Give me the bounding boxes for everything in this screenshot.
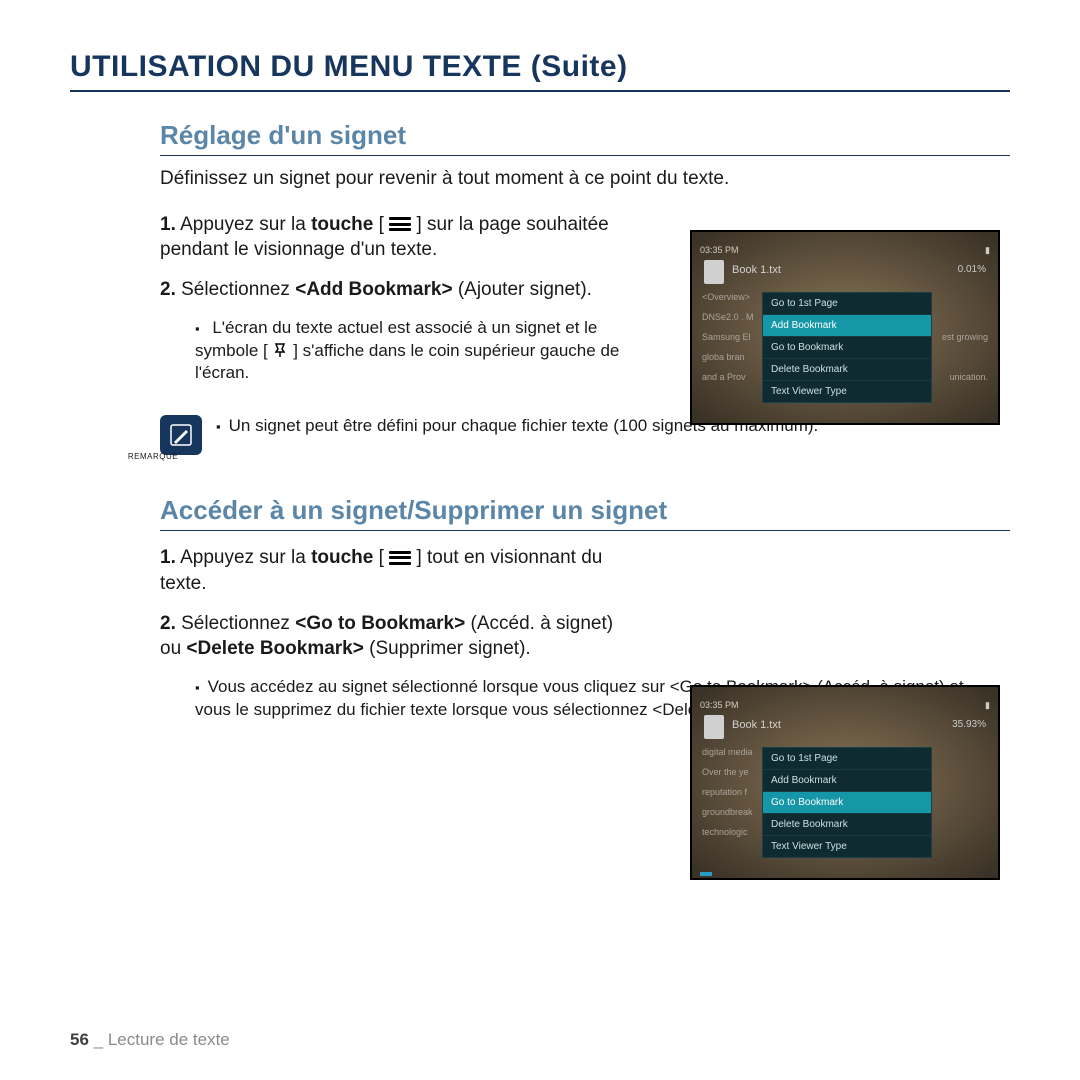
- section1-step2: 2. Sélectionnez <Add Bookmark> (Ajouter …: [160, 277, 630, 303]
- screenshot-1: 03:35 PM▮ Book 1.txt 0.01% <Overview> DN…: [690, 230, 1000, 425]
- note-label: REMARQUE: [128, 452, 178, 461]
- screenshot-2: 03:35 PM▮ Book 1.txt 35.93% digital medi…: [690, 685, 1000, 880]
- screenshot1-menu: Go to 1st Page Add Bookmark Go to Bookma…: [762, 292, 932, 403]
- note-icon: REMARQUE: [160, 415, 202, 455]
- section1-step1: 1. Appuyez sur la touche [ ] sur la page…: [160, 212, 630, 263]
- menu-icon: [389, 215, 411, 233]
- section1-heading: Réglage d'un signet: [160, 120, 1010, 156]
- section2-heading: Accéder à un signet/Supprimer un signet: [160, 495, 1010, 531]
- section1-bullet: L'écran du texte actuel est associé à un…: [195, 317, 625, 386]
- section2-step1: 1. Appuyez sur la touche [ ] tout en vis…: [160, 545, 630, 596]
- page-footer: 56 _ Lecture de texte: [70, 1030, 230, 1050]
- menu-icon: [389, 548, 411, 566]
- page-title: UTILISATION DU MENU TEXTE (Suite): [70, 50, 1010, 92]
- section1-intro: Définissez un signet pour revenir à tout…: [160, 166, 1010, 192]
- section2-step2: 2. Sélectionnez <Go to Bookmark> (Accéd.…: [160, 611, 630, 662]
- pin-icon: [272, 342, 288, 358]
- screenshot2-menu: Go to 1st Page Add Bookmark Go to Bookma…: [762, 747, 932, 858]
